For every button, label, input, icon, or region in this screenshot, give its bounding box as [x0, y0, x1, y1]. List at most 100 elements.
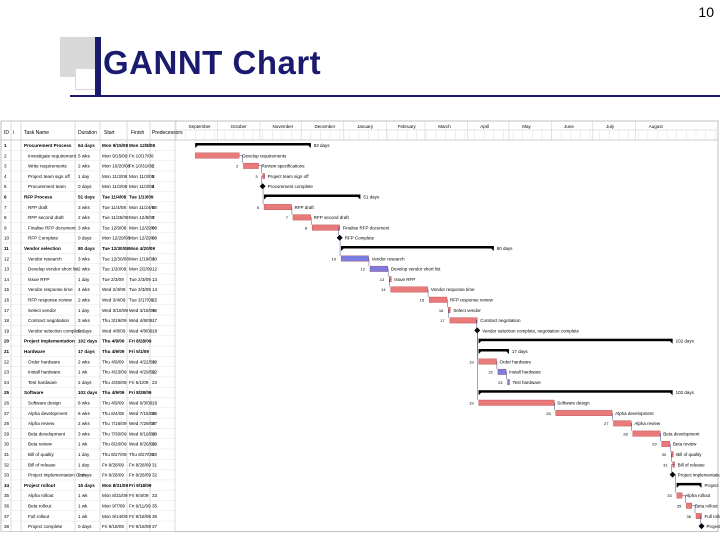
table-row[interactable]: 32 Bill of release 1 day Fri 8/28/09 Fri 8/2…	[4, 462, 158, 467]
cell-duration: 4 wks	[78, 287, 90, 292]
cell-finish: Wed 7/15/09	[129, 411, 155, 416]
cell-id: 38	[4, 524, 10, 529]
table-row[interactable]: 37 Full rollout 1 wk Mon 9/14/09 Fri 9/18/09…	[4, 514, 158, 519]
cell-duration: 3 wks	[78, 256, 90, 261]
task-bar[interactable]: Project implementation Complete	[669, 471, 720, 478]
task-bar[interactable]: RFP response review 15	[420, 296, 494, 303]
task-bar[interactable]: Software design 19	[469, 399, 590, 406]
table-row[interactable]: 30 Beta review 1 wk Thu 8/20/09 Wed 8/26/092…	[4, 442, 158, 447]
table-row[interactable]: 1 Procurement Process 64 days Mon 9/15/08 Mo…	[4, 143, 155, 148]
task-bar[interactable]: Vendor selection complete, negotiation c…	[474, 327, 580, 334]
task-bar[interactable]: Contract negotiation 17	[440, 317, 521, 324]
table-row[interactable]: 14 Issue RFP 1 day Tue 2/3/09 Tue 2/3/09 13	[4, 277, 158, 282]
table-row[interactable]: 38 Project complete 0 days Fri 9/18/09 Fri 9…	[4, 524, 158, 529]
table-row[interactable]: 12 Vendor research 3 wks Tue 12/30/08 Mon 1/…	[4, 256, 158, 261]
summary-bar[interactable]: 102 days	[478, 390, 695, 396]
cell-start: Tue 12/30/08	[102, 246, 129, 251]
table-row[interactable]: 23 Install hardware 1 wk Thu 4/23/09 Wed 4/2…	[4, 370, 158, 375]
task-bar[interactable]: Alpha development 26	[546, 410, 654, 416]
pred-number: 22	[488, 370, 493, 375]
cell-finish: Mon 12/8/08	[129, 143, 155, 148]
table-row[interactable]: 3 Write requirements 2 wks Mon 10/20/08Fri …	[4, 164, 155, 169]
task-bar[interactable]: Order hardware 19	[469, 358, 532, 365]
cell-start: Thu 4/23/09	[102, 370, 127, 375]
table-row[interactable]: 18 Contract negotiation 3 wks Thu 3/19/09 We…	[4, 318, 158, 323]
cell-start: Thu 7/30/09	[102, 431, 127, 436]
table-row[interactable]: 24 Test hardware 2 days Thu 4/30/09 Fri 5/1/…	[4, 380, 158, 385]
dependency-line	[258, 165, 262, 174]
summary-bar[interactable]: 17 days	[478, 349, 529, 354]
table-row[interactable]: 25 Software 102 days Thu 4/9/09 Fri 8/28/09	[4, 390, 152, 395]
task-bar[interactable]: Review specifications 2	[236, 162, 305, 169]
bar-label: RFP draft	[295, 205, 315, 210]
table-row[interactable]: 9 Finalise RFP document 3 wks Tue 12/9/08 Mo…	[4, 225, 158, 230]
bar-label: Alpha rollout	[685, 493, 711, 498]
table-row[interactable]: 26 Software design 8 wks Thu 4/9/09 Wed 6/3/…	[4, 400, 158, 405]
cell-duration: 64 days	[78, 143, 95, 148]
table-row[interactable]: 27 Alpha development 6 wks Thu 6/4/09 Wed 7/…	[4, 411, 158, 416]
task-bar[interactable]: RFP draft 5	[257, 204, 315, 210]
table-row[interactable]: 34 Project rollout 15 days Mon 8/31/09 Fri 9…	[4, 483, 152, 488]
table-row[interactable]: 36 Beta rollout 1 wk Mon 9/7/09 Fri 9/11/09 3…	[4, 503, 158, 508]
cell-task-name: Alpha rollout	[28, 493, 54, 498]
table-row[interactable]: 17 Select vendor 1 day Wed 3/18/09 Wed 3/18/…	[4, 308, 158, 313]
cell-start: Thu 4/9/09	[102, 400, 124, 405]
summary-bar[interactable]: 51 days	[264, 194, 380, 200]
gantt-chart: 1 Procurement Process 64 days Mon 9/15/08 Mo…	[0, 120, 720, 540]
cell-start: Mon 9/15/08	[102, 143, 128, 148]
cell-id: 34	[4, 483, 10, 488]
cell-task-name: Procurement team	[28, 184, 66, 189]
pred-number: 36	[687, 514, 692, 519]
summary-bar[interactable]: 83 days	[195, 143, 330, 148]
task-bar[interactable]: Full rollout 36	[687, 513, 720, 519]
task-bar[interactable]: Develop vendor short list 12	[361, 265, 442, 272]
cell-finish: Mon 1/19/09	[129, 256, 155, 261]
table-row[interactable]: 7 RFP draft 3 wks Tue 11/4/08 Mon 11/24/085	[4, 205, 157, 210]
cell-finish: Wed 6/3/09	[129, 400, 153, 405]
pred-number: 10	[332, 256, 337, 261]
bar-label: Project rollout	[704, 483, 720, 488]
cell-predecessors: 30	[152, 452, 158, 457]
cell-id: 28	[4, 421, 10, 426]
summary-bar[interactable]: 80 days	[341, 246, 513, 251]
table-row[interactable]: 13 Develop vendor short list 2 wks Tue 1/20…	[4, 267, 158, 272]
task-bar[interactable]: Procurement complete	[259, 183, 314, 190]
task-bar[interactable]: RFP second draft 7	[286, 214, 350, 221]
table-row[interactable]: 16 RFP response review 2 wks Wed 3/4/09 Tue …	[4, 297, 158, 302]
table-row[interactable]: 20 Project implementation 102 days Thu 4/9/…	[4, 339, 152, 344]
cell-finish: Mon 12/29/08	[129, 225, 158, 230]
task-bar[interactable]: Project complete	[698, 523, 720, 530]
pred-number: 28	[623, 431, 628, 436]
table-row[interactable]: 15 Vendor response time 4 wks Wed 2/4/09 Tue…	[4, 287, 158, 292]
cell-predecessors: 26	[152, 411, 158, 416]
table-row[interactable]: 6 RFP Process 51 days Tue 11/4/08 Tue 1/13/0…	[4, 194, 154, 199]
summary-bar[interactable]: 102 days	[478, 338, 695, 344]
table-row[interactable]: 8 RFP second draft 2 wks Tue 11/25/08 Mon 12…	[4, 215, 155, 220]
table-row[interactable]: 5 Procurement team 0 days Mon 11/3/08 Mon 11…	[4, 184, 155, 189]
task-bar[interactable]: RFP Complete	[336, 234, 375, 241]
bar-label: Vendor research	[372, 256, 406, 261]
table-row[interactable]: 21 Hardware 17 days Thu 4/9/09 Fri 5/1/09	[4, 349, 149, 354]
cell-duration: 8 wks	[78, 400, 90, 405]
cell-finish: Tue 1/13/09	[129, 194, 154, 199]
table-row[interactable]: 31 Bill of quality 1 day Thu 8/27/09 Thu 8/2…	[4, 452, 158, 457]
table-row[interactable]: 28 Alpha review 2 wks Thu 7/16/09 Wed 7/29/0…	[4, 421, 158, 426]
cell-duration: 3 wks	[78, 431, 90, 436]
cell-predecessors: 35	[152, 503, 158, 508]
summary-bar[interactable]: Project rollout	[676, 482, 720, 488]
task-bar[interactable]: Finalise RFP document 8	[305, 224, 390, 231]
table-row[interactable]: 29 Beta development 3 wks Thu 7/30/09 Wed 8/…	[4, 431, 158, 436]
task-bar[interactable]: Vendor research 10	[332, 255, 406, 262]
cell-finish: Mon 4/20/09	[129, 246, 155, 251]
task-bar[interactable]: Test hardware 23	[498, 379, 541, 386]
table-row[interactable]: 2 Investigate requirement 5 wks Mon 9/15/08…	[4, 153, 154, 158]
cell-start: Mon 11/3/08	[102, 174, 128, 179]
table-row[interactable]: 35 Alpha rollout 1 wk Mon 8/31/09 Fri 9/4/09…	[4, 493, 158, 498]
cell-start: Tue 12/30/08	[102, 256, 129, 261]
table-row[interactable]: 11 Vendor selection 80 days Tue 12/30/08 Mon…	[4, 246, 155, 251]
table-row[interactable]: 4 Project team sign off 1 day Mon 11/3/08 Mo…	[4, 174, 155, 179]
table-row[interactable]: 22 Order hardware 2 wks Thu 4/9/09 Wed 4/22/…	[4, 359, 158, 364]
